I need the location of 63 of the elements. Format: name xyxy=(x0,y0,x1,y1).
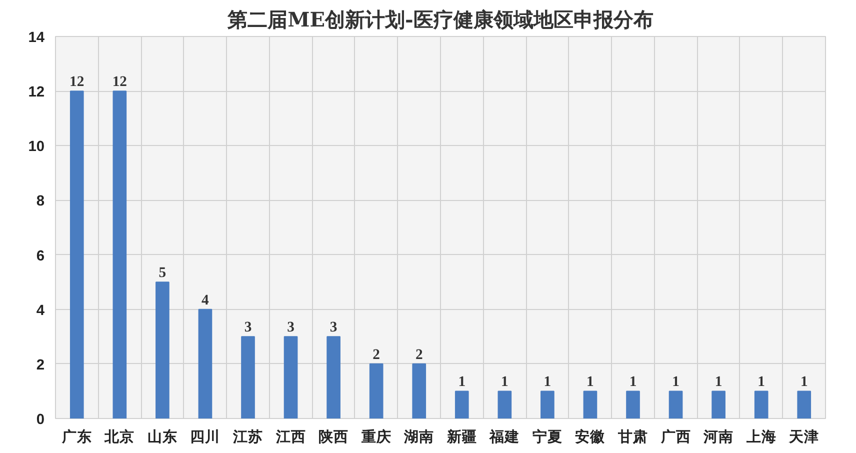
data-label: 4 xyxy=(202,292,210,308)
x-tick-label: 湖南 xyxy=(403,428,434,446)
y-tick-label: 8 xyxy=(36,194,45,210)
bar xyxy=(198,308,212,418)
data-label: 1 xyxy=(714,374,722,390)
data-label: 1 xyxy=(458,374,466,390)
x-tick-label: 四川 xyxy=(190,428,220,446)
y-tick-label: 2 xyxy=(36,357,45,374)
x-tick-label: 陕西 xyxy=(318,428,349,446)
x-tick-label: 福建 xyxy=(488,428,520,446)
x-tick-label: 甘肃 xyxy=(617,428,648,446)
data-label: 1 xyxy=(501,374,508,390)
x-tick-label: 上海 xyxy=(745,428,776,446)
data-label: 1 xyxy=(672,374,680,390)
x-tick-label: 北京 xyxy=(104,428,135,446)
bar xyxy=(668,390,683,418)
x-tick-label: 江苏 xyxy=(232,428,263,446)
data-label: 1 xyxy=(629,374,637,390)
x-tick-label: 新疆 xyxy=(446,428,477,446)
bar xyxy=(583,390,598,418)
bar xyxy=(498,390,512,418)
x-tick-label: 重庆 xyxy=(360,428,392,446)
y-tick-label: 10 xyxy=(28,139,45,156)
y-tick-label: 4 xyxy=(36,302,46,319)
bar xyxy=(712,390,726,418)
x-tick-label: 安徽 xyxy=(575,428,606,446)
x-tick-label: 河南 xyxy=(702,428,734,446)
bar xyxy=(70,90,84,418)
y-tick-label: 14 xyxy=(28,30,46,46)
x-tick-label: 宁夏 xyxy=(532,428,562,446)
bar xyxy=(540,390,554,418)
data-label: 2 xyxy=(415,346,423,363)
data-label: 5 xyxy=(158,265,166,282)
bar xyxy=(112,90,127,418)
bar xyxy=(626,390,640,418)
data-label: 12 xyxy=(112,74,127,90)
bar xyxy=(156,282,170,418)
bar xyxy=(284,336,298,418)
bar xyxy=(797,390,812,418)
data-label: 1 xyxy=(758,374,765,390)
data-label: 1 xyxy=(544,374,552,390)
y-tick-label: 6 xyxy=(36,248,45,264)
bar xyxy=(412,363,426,418)
x-tick-label: 江西 xyxy=(274,428,306,446)
chart-title: 第二届ME创新计划-医疗健康领域地区申报分布 xyxy=(226,8,654,32)
data-label: 2 xyxy=(372,346,380,363)
bar xyxy=(754,390,768,418)
data-label: 3 xyxy=(287,320,294,336)
y-tick-label: 0 xyxy=(36,412,45,428)
bar xyxy=(241,336,255,418)
data-label: 1 xyxy=(800,374,808,390)
y-tick-label: 12 xyxy=(28,84,45,101)
bar xyxy=(326,336,340,418)
x-tick-label: 广东 xyxy=(60,428,92,446)
x-tick-label: 山东 xyxy=(147,428,178,446)
x-tick-label: 天津 xyxy=(788,428,820,446)
bar xyxy=(369,363,384,418)
x-tick-label: 广西 xyxy=(660,428,691,446)
data-label: 1 xyxy=(586,374,594,390)
data-label: 3 xyxy=(244,320,252,336)
data-label: 3 xyxy=(330,320,338,336)
bar xyxy=(454,390,469,418)
data-label: 12 xyxy=(70,74,84,90)
